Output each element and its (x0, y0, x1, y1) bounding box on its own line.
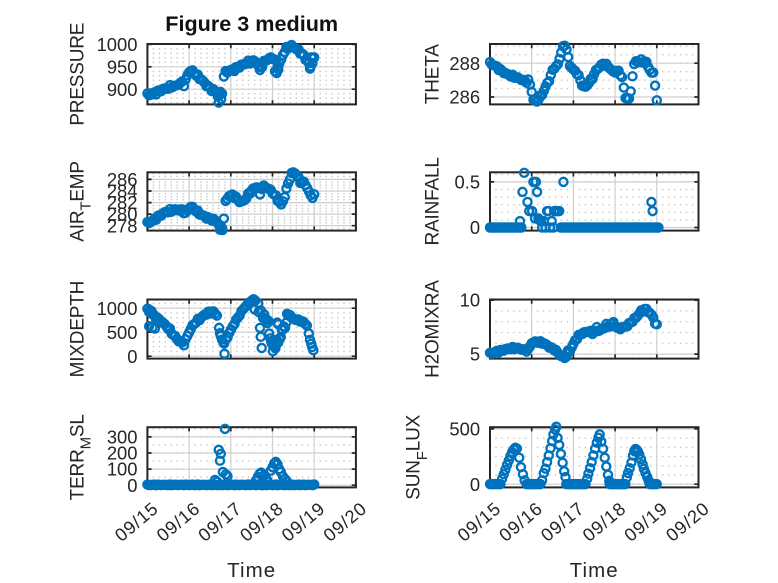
svg-text:0: 0 (470, 474, 480, 495)
svg-text:286: 286 (449, 87, 480, 108)
svg-text:950: 950 (107, 56, 138, 77)
svg-text:H2OMIXRA: H2OMIXRA (423, 280, 444, 378)
svg-text:RAINFALL: RAINFALL (423, 157, 444, 245)
svg-text:282: 282 (107, 192, 138, 213)
svg-text:284: 284 (107, 181, 138, 202)
svg-text:0.5: 0.5 (455, 172, 481, 193)
svg-text:200: 200 (107, 443, 138, 464)
svg-text:5: 5 (470, 344, 480, 365)
svg-text:THETA: THETA (423, 44, 444, 104)
svg-text:286: 286 (107, 169, 138, 190)
svg-text:1000: 1000 (97, 34, 138, 55)
svg-text:1000: 1000 (97, 298, 138, 319)
svg-text:300: 300 (107, 427, 138, 448)
svg-text:900: 900 (107, 79, 138, 100)
svg-text:278: 278 (107, 215, 138, 236)
svg-text:Figure 3 medium: Figure 3 medium (165, 11, 338, 36)
svg-text:TERRM​SL: TERRM​SL (68, 414, 95, 500)
svg-text:500: 500 (107, 322, 138, 343)
svg-text:100: 100 (107, 459, 138, 480)
svg-text:280: 280 (107, 204, 138, 225)
svg-text:PRESSURE: PRESSURE (68, 23, 89, 126)
svg-text:288: 288 (449, 53, 480, 74)
svg-text:10: 10 (460, 290, 480, 311)
svg-text:Time: Time (227, 559, 276, 582)
svg-text:MIXDEPTH: MIXDEPTH (68, 281, 89, 378)
svg-text:0: 0 (127, 346, 137, 367)
svg-text:Time: Time (570, 559, 619, 582)
svg-text:500: 500 (449, 419, 480, 440)
svg-text:SUNF​LUX: SUNF​LUX (404, 414, 431, 499)
svg-text:AIRT​EMP: AIRT​EMP (68, 161, 95, 242)
svg-text:0: 0 (470, 217, 480, 238)
svg-text:0: 0 (127, 475, 137, 496)
